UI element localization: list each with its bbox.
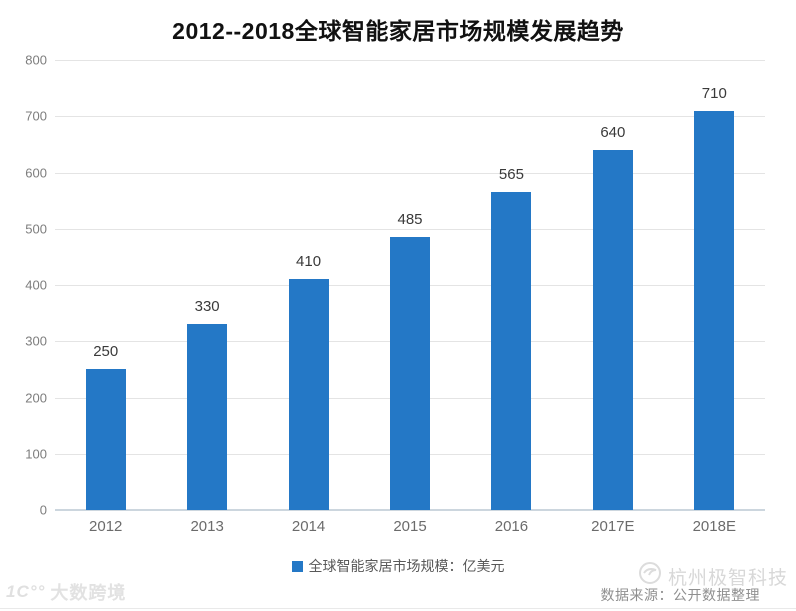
x-axis-line — [55, 509, 765, 511]
y-tick-label: 200 — [25, 390, 47, 405]
y-tick-label: 600 — [25, 165, 47, 180]
watermark-right: 杭州极智科技 — [637, 560, 788, 592]
value-label-2012: 250 — [93, 343, 119, 361]
value-label-2013: 330 — [194, 298, 220, 316]
bar-2016 — [491, 192, 532, 510]
value-label-2018E: 710 — [701, 84, 727, 102]
plot-area: 0 100 200 300 400 500 600 700 800 250 2012 330 2013 4… — [25, 53, 765, 535]
value-label-2014: 410 — [296, 253, 322, 271]
y-tick-label: 800 — [25, 52, 47, 68]
x-tick-label-2016: 2016 — [494, 518, 529, 535]
gridline — [55, 228, 765, 230]
y-tick-label: 100 — [25, 446, 47, 462]
y-tick-label: 400 — [25, 277, 47, 293]
chart-title: 2012--2018全球智能家居市场规模发展趋势 — [172, 18, 624, 44]
watermark-left: 1C°° 大数跨境 — [6, 579, 126, 605]
x-tick-label-2015: 2015 — [393, 518, 427, 535]
watermark-left-logo-icon: 1C°° — [6, 582, 46, 601]
x-tick-label-2018E: 2018E — [692, 518, 736, 535]
gridline — [55, 172, 765, 174]
bar-2017E — [592, 150, 633, 510]
data-source: 数据来源：公开数据整理 — [600, 587, 760, 603]
x-tick-label-2012: 2012 — [89, 518, 123, 535]
bar-2012 — [85, 369, 126, 510]
y-tick-label: 300 — [25, 333, 47, 349]
bar-2014 — [288, 279, 329, 510]
value-label-2016: 565 — [498, 166, 524, 184]
value-label-2017E: 640 — [600, 124, 626, 141]
y-tick-label: 0 — [39, 502, 47, 518]
legend-swatch — [291, 560, 303, 572]
legend: 全球智能家居市场规模：亿美元 — [0, 556, 796, 576]
y-tick-label: 500 — [25, 221, 47, 237]
watermark-right-label: 杭州极智科技 — [667, 567, 788, 589]
bar-2018E — [694, 110, 735, 510]
bar-2015 — [390, 237, 430, 510]
y-tick-label: 700 — [25, 108, 47, 124]
gridline — [55, 116, 765, 118]
gridline — [55, 60, 765, 61]
x-tick-label-2014: 2014 — [291, 518, 326, 535]
x-tick-label-2013: 2013 — [190, 518, 224, 535]
value-label-2015: 485 — [397, 211, 423, 229]
x-tick-label-2017E: 2017E — [591, 518, 635, 535]
watermark-left-label: 大数跨境 — [50, 583, 127, 603]
bottom-divider — [0, 608, 796, 609]
legend-label: 全球智能家居市场规模：亿美元 — [308, 558, 505, 574]
swirl-logo-icon — [637, 560, 663, 592]
bar-2013 — [187, 324, 228, 510]
